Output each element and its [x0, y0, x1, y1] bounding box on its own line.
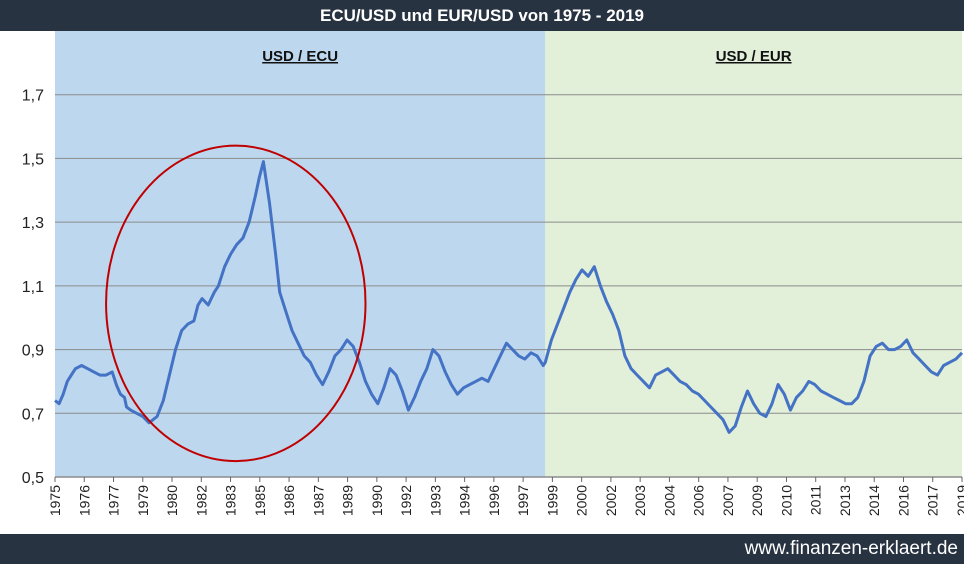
footer: www.finanzen-erklaert.de: [0, 534, 964, 564]
x-tick-label: 1996: [486, 485, 502, 516]
x-tick-label: 1992: [398, 485, 414, 516]
x-tick-label: 2002: [603, 485, 619, 516]
x-tick-label: 1989: [340, 485, 356, 516]
x-tick-label: 1977: [106, 485, 122, 516]
grid-lines: [55, 94, 962, 478]
x-tick-label: 2006: [691, 485, 707, 516]
x-tick-label: 2009: [749, 485, 765, 516]
x-tick-label: 2013: [837, 485, 853, 516]
x-tick-label: 1980: [164, 485, 180, 516]
y-tick-label: 0,7: [22, 406, 44, 423]
x-tick-label: 2004: [661, 485, 677, 516]
x-tick-label: 1975: [47, 485, 63, 516]
y-axis-ticks: 0,5 0,7 0,9 1,1 1,3 1,5 1,7: [22, 88, 44, 487]
x-tick-label: 1985: [252, 485, 268, 516]
x-tick-label: 2019: [954, 485, 964, 516]
x-tick-label: 2017: [925, 485, 941, 516]
x-axis-ticks: 1975 1976 1977 1979 1980 1982 1983 1985 1986 1987…: [47, 477, 964, 516]
x-tick-label: 2000: [574, 485, 590, 516]
region-ecu: [55, 31, 546, 477]
x-tick-label: 2014: [866, 485, 882, 516]
x-tick-label: 1986: [281, 485, 297, 516]
y-tick-label: 1,5: [22, 151, 44, 168]
website-link[interactable]: www.finanzen-erklaert.de: [744, 538, 958, 559]
x-tick-label: 1999: [544, 485, 560, 516]
x-tick-label: 1997: [515, 485, 531, 516]
region-label-ecu: USD / ECU: [262, 48, 338, 65]
series-line: [54, 160, 964, 434]
line-chart: 0,50,70,91,11,31,51,7 1975 1976 1977 1979 19…: [22, 31, 964, 516]
chart-title: ECU/USD und EUR/USD von 1975 - 2019: [0, 0, 964, 31]
x-tick-label: 2010: [778, 485, 794, 516]
annotation-circle: [105, 144, 367, 463]
region-label-eur: USD / EUR: [716, 48, 792, 65]
x-tick-label: 2011: [808, 485, 824, 515]
y-tick-label: 0,5: [22, 470, 44, 487]
x-tick-label: 1990: [369, 485, 385, 516]
x-tick-label: 2016: [895, 485, 911, 516]
y-tick-label: 1,3: [22, 215, 44, 232]
y-tick-label: 1,7: [22, 88, 44, 105]
x-tick-label: 1987: [310, 485, 326, 516]
x-tick-label: 2003: [632, 485, 648, 516]
x-tick-label: 2007: [720, 485, 736, 516]
x-tick-label: 1976: [76, 485, 92, 516]
y-tick-label: 0,9: [22, 343, 44, 360]
region-eur: [545, 31, 962, 477]
x-tick-label: 1979: [135, 485, 151, 516]
x-tick-label: 1993: [427, 485, 443, 516]
y-tick-label: 1,1: [22, 279, 44, 296]
x-tick-label: 1994: [457, 485, 473, 516]
x-tick-label: 1982: [193, 485, 209, 516]
x-tick-label: 1983: [223, 485, 239, 516]
